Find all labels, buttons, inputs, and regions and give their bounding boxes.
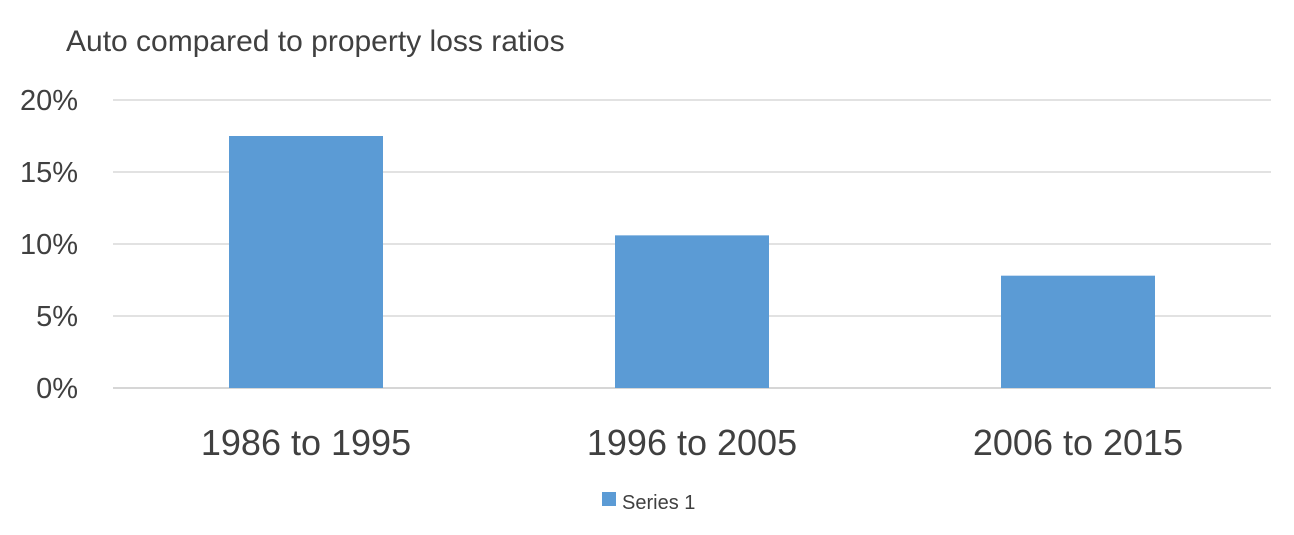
legend-swatch (602, 492, 616, 506)
x-tick-label: 1986 to 1995 (201, 422, 411, 463)
x-tick-label: 2006 to 2015 (973, 422, 1183, 463)
bar (229, 136, 383, 388)
chart-title: Auto compared to property loss ratios (66, 25, 565, 58)
legend: Series 1 (602, 492, 695, 514)
y-tick-label: 5% (36, 301, 78, 333)
y-axis-ticks: 0% 5% 10% 15% 20% (20, 85, 78, 405)
bar (615, 235, 769, 388)
bar (1001, 275, 1155, 388)
y-tick-label: 20% (20, 85, 78, 117)
x-axis-ticks: 1986 to 1995 1996 to 2005 2006 to 2015 (201, 422, 1183, 463)
y-tick-label: 15% (20, 157, 78, 189)
legend-label: Series 1 (622, 492, 695, 514)
y-tick-label: 0% (36, 373, 78, 405)
bars (229, 136, 1155, 388)
y-tick-label: 10% (20, 229, 78, 261)
x-tick-label: 1996 to 2005 (587, 422, 797, 463)
